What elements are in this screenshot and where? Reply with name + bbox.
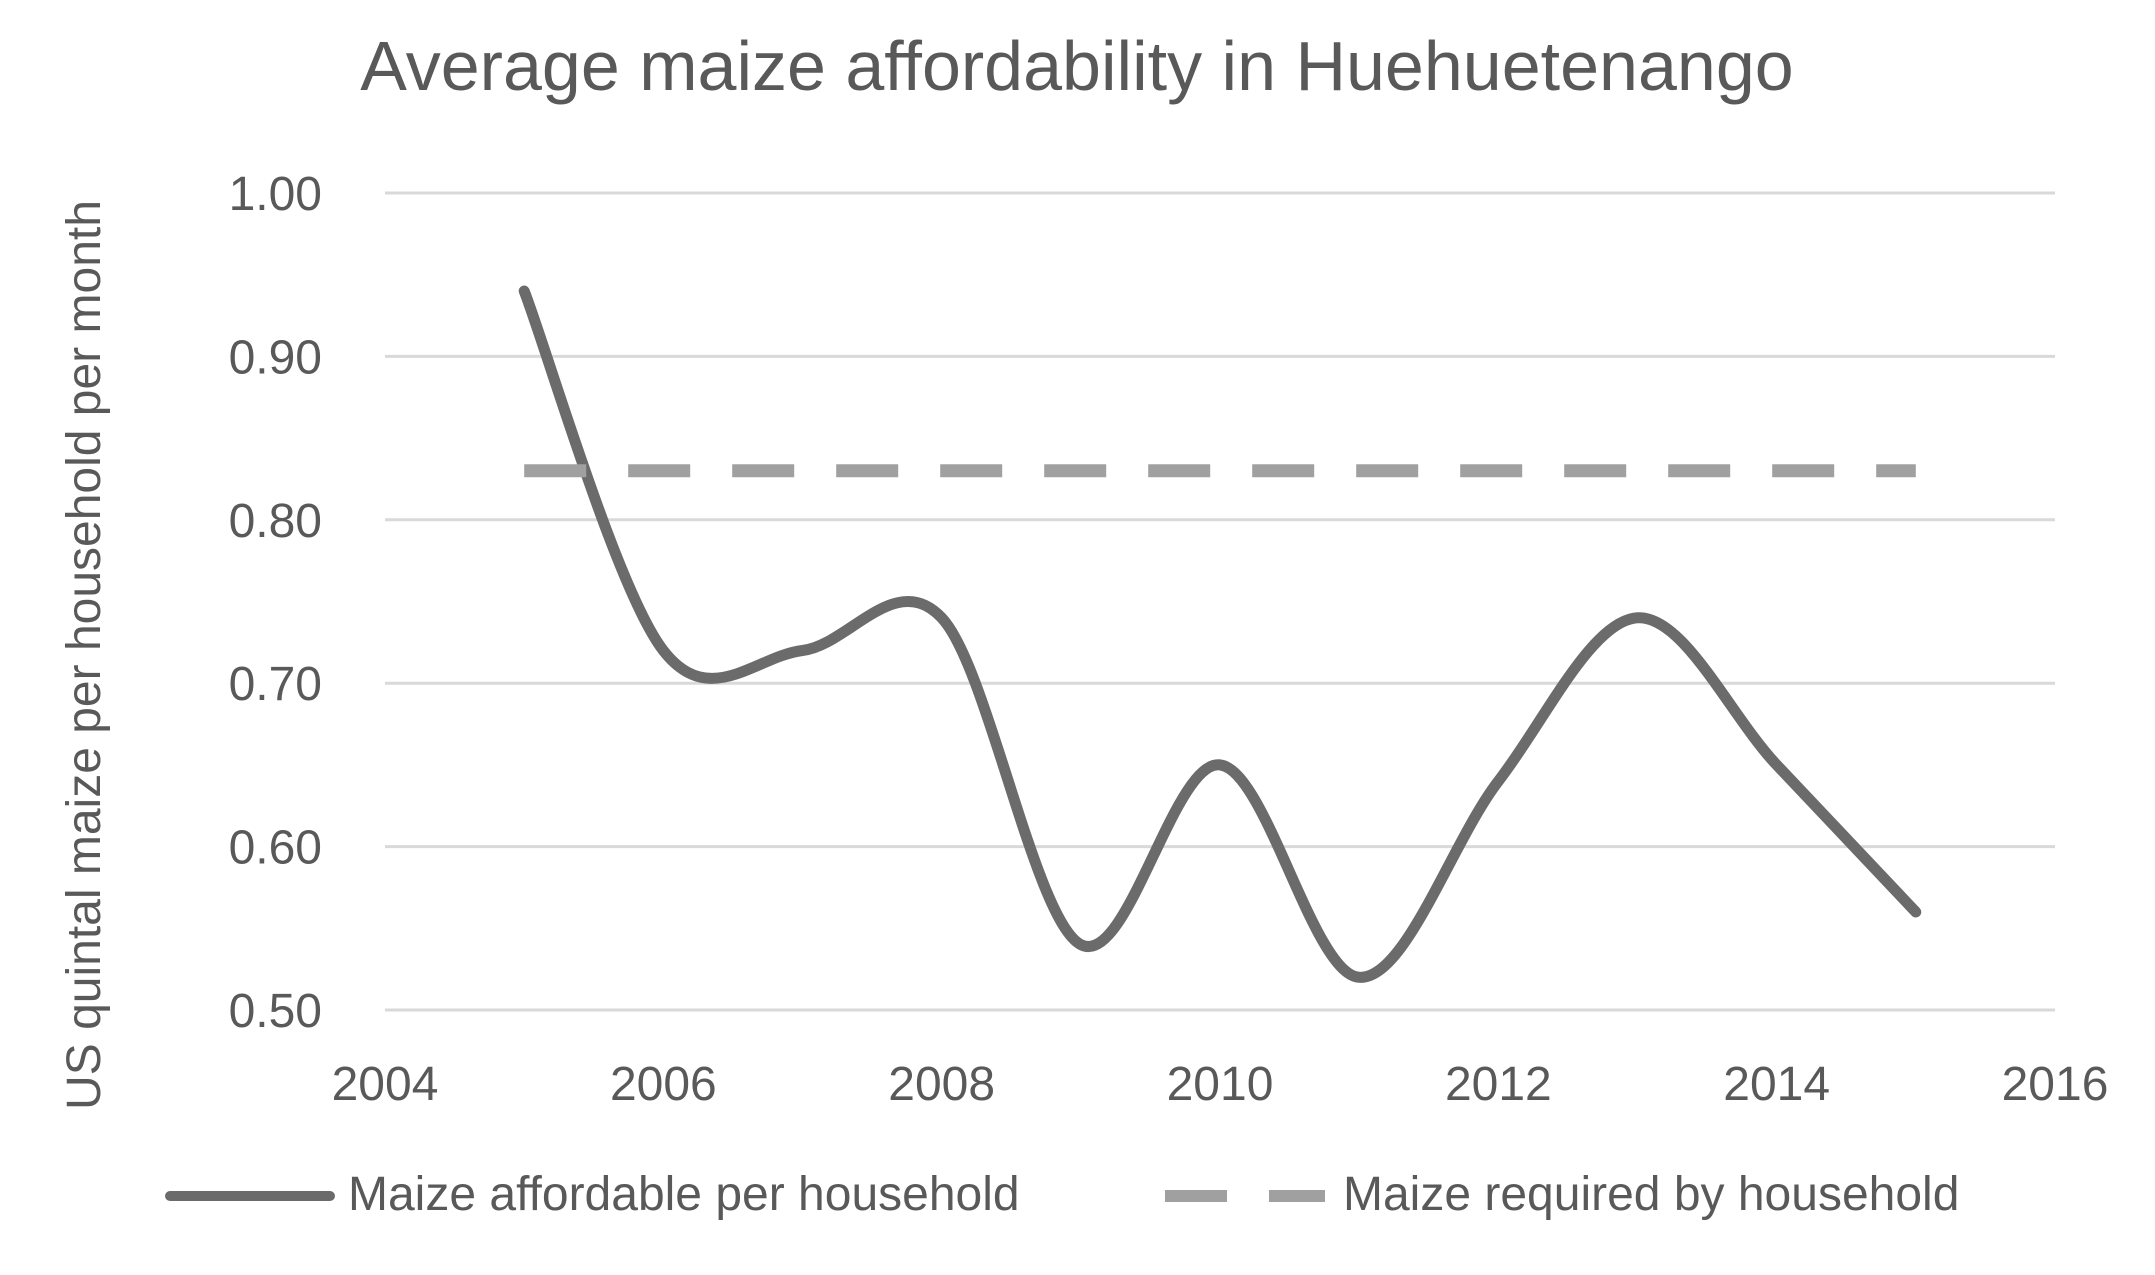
y-axis-ticks: 0.50 0.60 0.70 0.80 0.90 1.00: [229, 168, 322, 1038]
y-axis-label: US quintal maize per household per month: [58, 200, 111, 1110]
y-tick-label: 0.60: [229, 822, 322, 875]
series-lines: [518, 285, 1922, 983]
x-tick-label: 2016: [2002, 1058, 2109, 1111]
x-tick-label: 2004: [332, 1058, 439, 1111]
x-axis-ticks: 2004 2006 2008 2010 2012 2014 2016: [332, 1058, 2109, 1111]
y-tick-label: 1.00: [229, 168, 322, 221]
y-tick-label: 0.70: [229, 658, 322, 711]
gridlines: [385, 191, 2055, 1012]
chart-title: Average maize affordability in Huehueten…: [360, 27, 1793, 105]
y-tick-label: 0.50: [229, 985, 322, 1038]
x-tick-label: 2006: [610, 1058, 717, 1111]
legend: Maize affordable per household Maize requ…: [165, 1168, 1959, 1221]
legend-label: Maize required by household: [1343, 1168, 1959, 1221]
y-tick-label: 0.80: [229, 495, 322, 548]
x-tick-label: 2008: [888, 1058, 995, 1111]
y-tick-label: 0.90: [229, 331, 322, 384]
x-tick-label: 2014: [1723, 1058, 1830, 1111]
legend-label: Maize affordable per household: [348, 1168, 1020, 1221]
x-tick-label: 2010: [1167, 1058, 1274, 1111]
series-line-maize-affordable: [518, 285, 1922, 983]
x-tick-label: 2012: [1445, 1058, 1552, 1111]
